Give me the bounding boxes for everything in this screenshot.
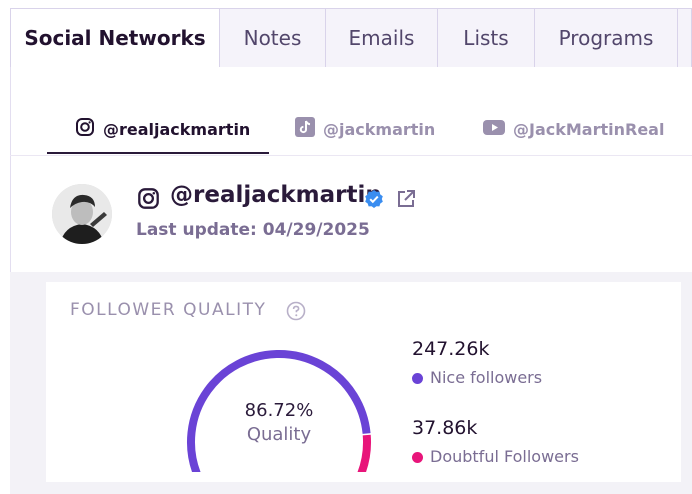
account-tab-instagram[interactable]: @realjackmartin — [75, 117, 250, 141]
instagram-icon — [137, 187, 160, 214]
tab-programs[interactable]: Programs — [535, 8, 678, 68]
account-tabs: @realjackmartin @jackmartin @JackMartinR… — [10, 100, 692, 156]
external-link-icon[interactable] — [395, 188, 417, 214]
last-update-text: Last update: 04/29/2025 — [136, 220, 370, 240]
tab-overflow[interactable] — [678, 8, 692, 68]
tab-lists[interactable]: Lists — [438, 8, 535, 68]
account-handle: @jackmartin — [323, 119, 436, 139]
account-handle: @realjackmartin — [103, 119, 251, 139]
instagram-icon — [75, 117, 103, 141]
card-title: FOLLOWER QUALITY — [70, 300, 267, 320]
quality-percent: 86.72% — [244, 400, 314, 421]
main-tabbar: Social Networks Notes Emails Lists Progr… — [10, 8, 692, 68]
account-tab-youtube[interactable]: @JackMartinReal — [483, 117, 664, 141]
nice-followers-value: 247.26k — [412, 338, 490, 360]
tab-emails[interactable]: Emails — [326, 8, 438, 68]
doubtful-followers-label: Doubtful Followers — [430, 447, 579, 466]
gauge-doubtful-arc — [357, 434, 371, 472]
nice-followers-dot — [412, 373, 423, 384]
nice-followers-label: Nice followers — [430, 368, 543, 387]
quality-gauge — [187, 350, 371, 472]
avatar — [52, 184, 112, 244]
active-account-indicator — [47, 152, 269, 154]
profile-handle: @realjackmartin — [170, 182, 382, 208]
quality-label: Quality — [246, 424, 312, 445]
tab-notes[interactable]: Notes — [220, 8, 326, 68]
account-tab-tiktok[interactable]: @jackmartin — [295, 117, 435, 141]
account-handle: @JackMartinReal — [513, 119, 665, 139]
gauge-nice-arc — [187, 350, 371, 472]
tiktok-icon — [295, 117, 323, 141]
tab-social-networks[interactable]: Social Networks — [10, 8, 220, 68]
help-icon[interactable] — [286, 301, 306, 325]
youtube-icon — [483, 117, 513, 141]
follower-quality-card: FOLLOWER QUALITY 86.72% Quality 247.26k … — [46, 282, 681, 482]
doubtful-followers-dot — [412, 452, 423, 463]
verified-badge-icon — [364, 189, 384, 213]
doubtful-followers-value: 37.86k — [412, 417, 478, 439]
